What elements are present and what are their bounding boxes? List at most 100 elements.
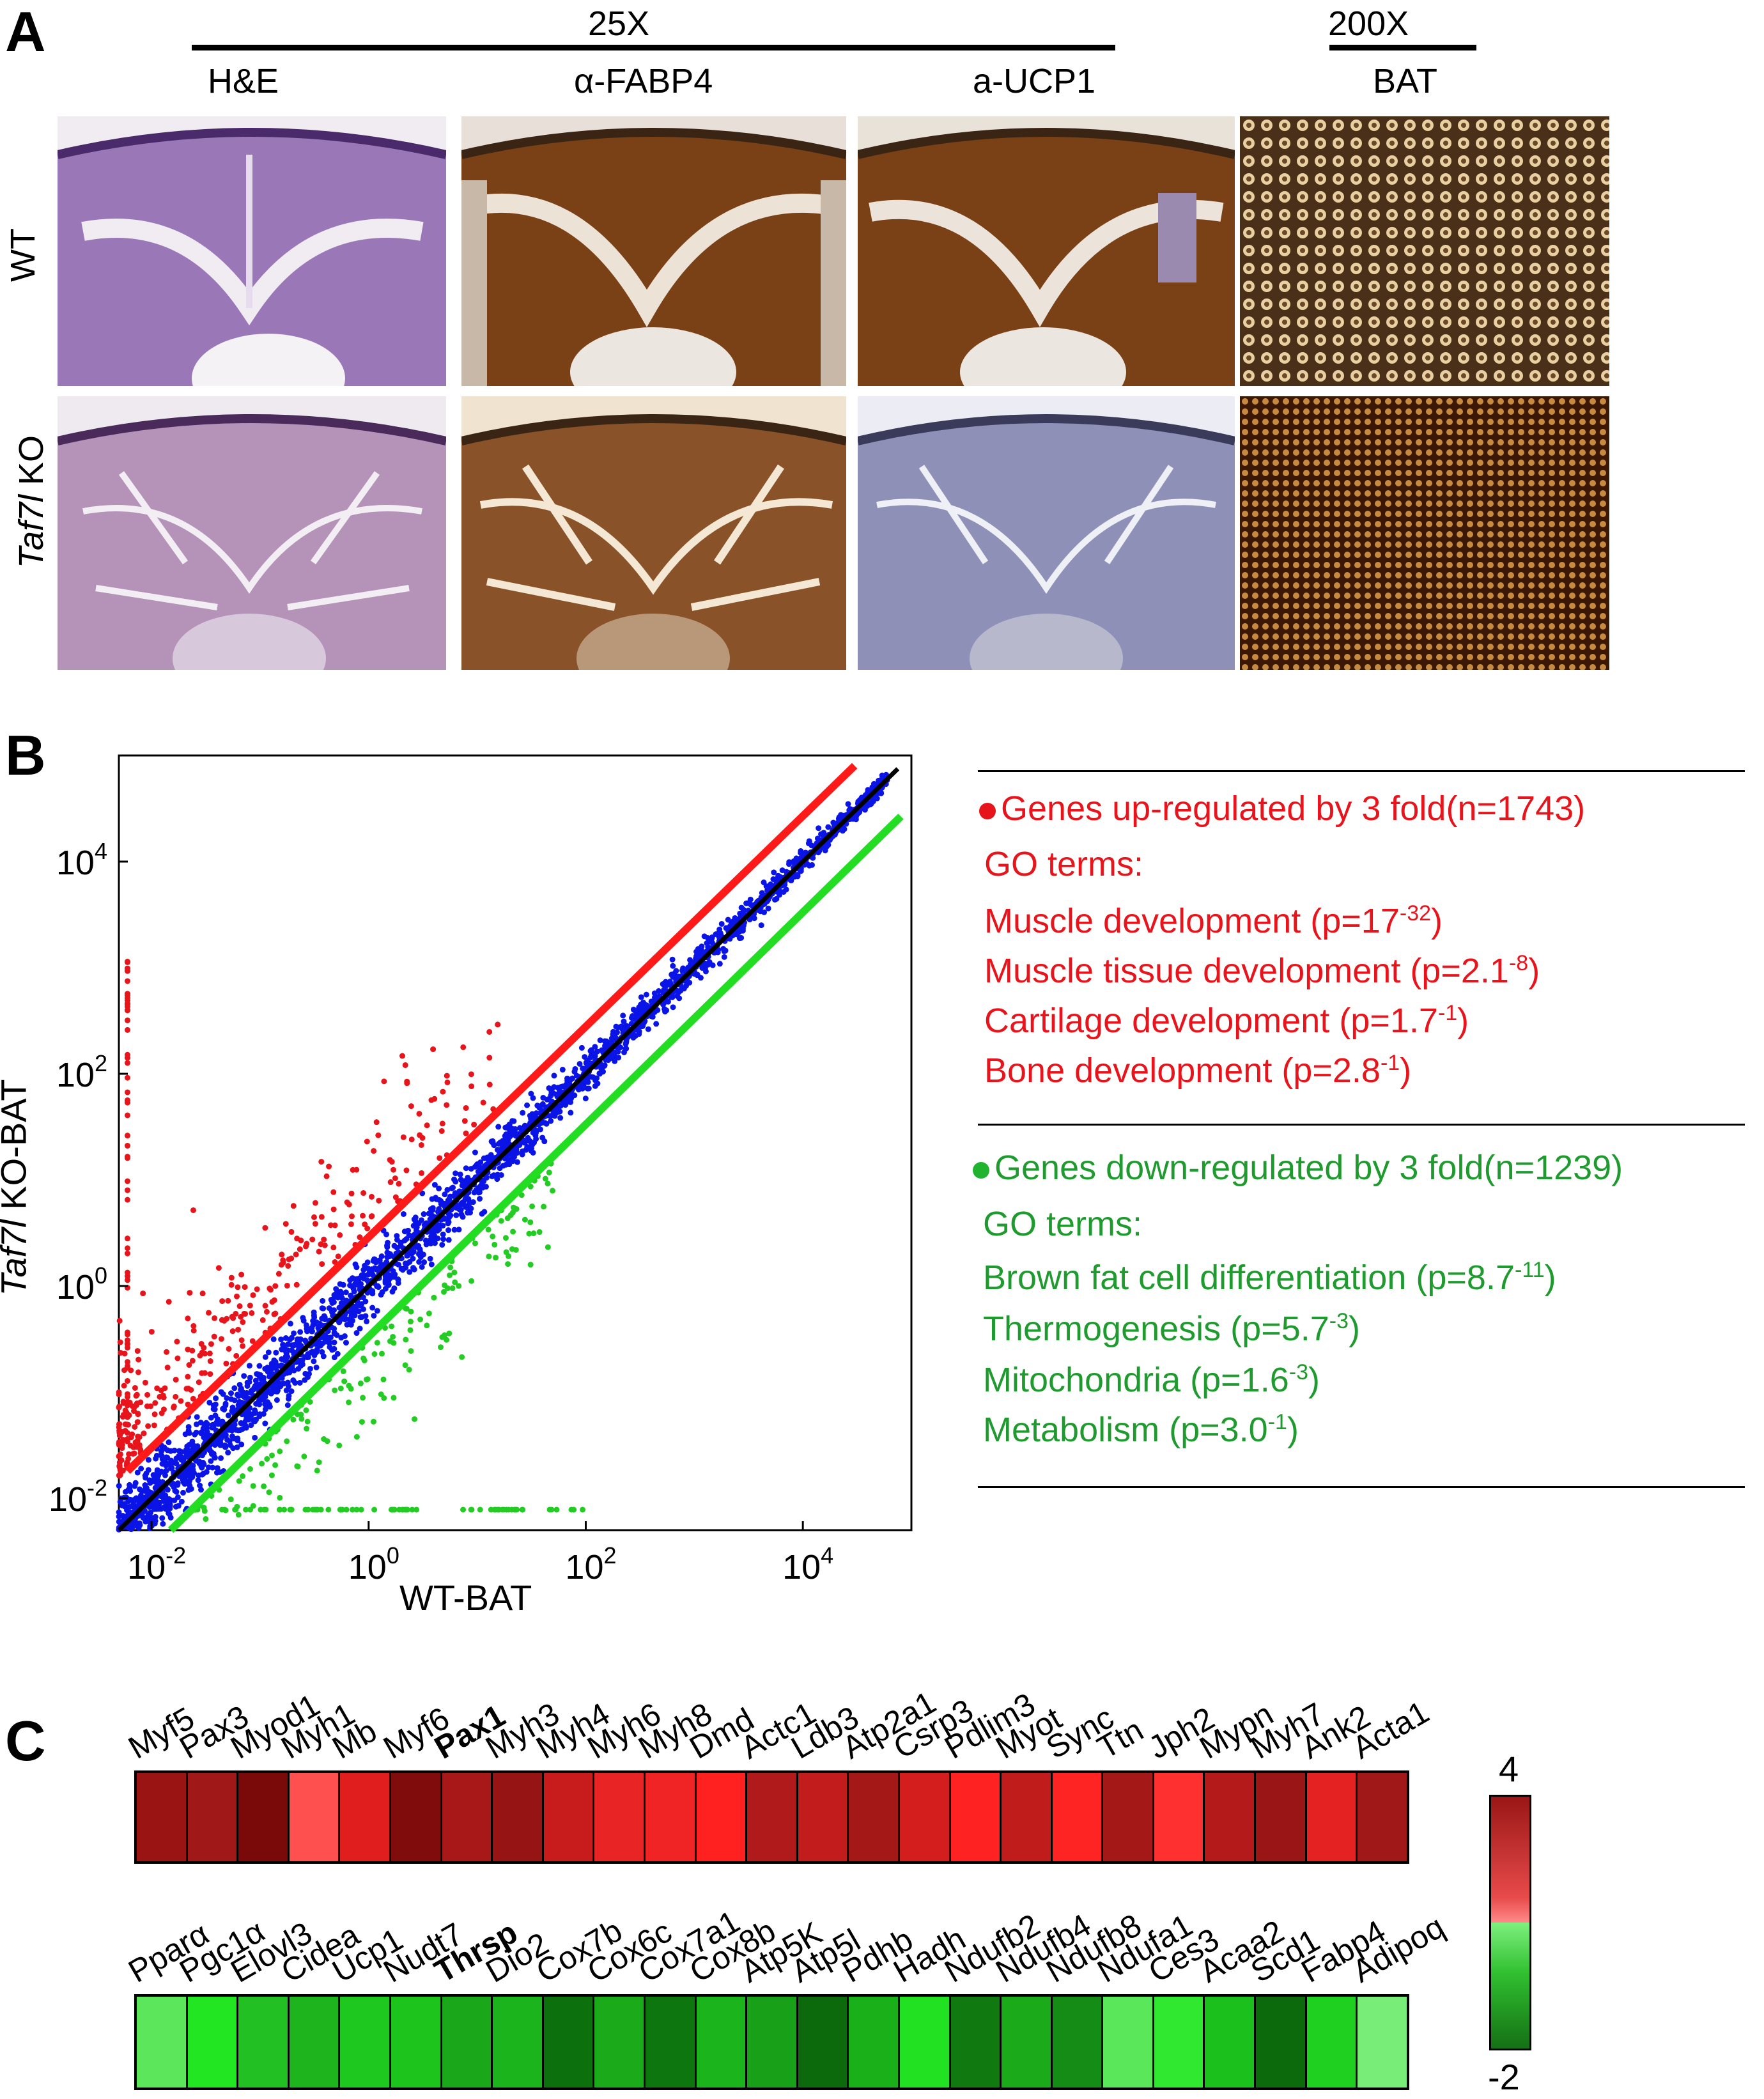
- point-up: [171, 1404, 177, 1411]
- point-down: [250, 1483, 256, 1489]
- y-axis-label: Taf7l KO-BAT: [0, 1079, 34, 1296]
- point-unchanged: [759, 890, 765, 896]
- point-unchanged: [709, 962, 716, 968]
- point-up: [486, 1081, 493, 1088]
- point-unchanged: [539, 1101, 546, 1107]
- point-unchanged: [348, 1292, 354, 1299]
- point-down: [451, 1269, 458, 1276]
- point-down: [240, 1473, 246, 1480]
- point-down: [468, 1506, 475, 1513]
- point-up: [387, 1157, 393, 1163]
- point-unchanged: [212, 1413, 219, 1419]
- point-up: [357, 1234, 363, 1241]
- color-scale-min: -2: [1488, 2057, 1520, 2097]
- point-up: [350, 1166, 356, 1173]
- point-unchanged: [529, 1145, 535, 1152]
- point-up: [238, 1337, 245, 1344]
- point-up: [408, 1136, 415, 1143]
- point-up: [228, 1274, 235, 1281]
- point-down: [303, 1407, 309, 1413]
- point-unchanged: [147, 1509, 153, 1515]
- point-down: [389, 1323, 395, 1329]
- point-up: [206, 1351, 213, 1357]
- point-down: [488, 1506, 494, 1513]
- point-up: [461, 1118, 468, 1124]
- point-up: [198, 1341, 205, 1347]
- point-unchanged: [472, 1164, 478, 1170]
- point-unchanged: [166, 1439, 172, 1446]
- up-cell-ank2: [1306, 1773, 1358, 1861]
- point-unchanged: [706, 936, 713, 943]
- point-unchanged: [187, 1483, 193, 1489]
- point-up: [263, 1308, 270, 1315]
- point-up: [116, 1432, 123, 1439]
- point-unchanged: [383, 1259, 390, 1266]
- point-unchanged: [287, 1321, 293, 1327]
- point-up: [282, 1221, 289, 1227]
- point-down: [546, 1169, 552, 1175]
- point-up: [330, 1244, 337, 1251]
- point-unchanged: [304, 1354, 311, 1361]
- point-up: [135, 1419, 141, 1425]
- point-unchanged: [140, 1515, 146, 1521]
- magnification-25x-label: 25X: [588, 4, 650, 43]
- point-unchanged: [472, 1149, 478, 1156]
- point-unchanged: [592, 1044, 598, 1050]
- point-down: [243, 1506, 249, 1513]
- x-tick-label: 102: [565, 1542, 616, 1586]
- point-up: [364, 1138, 370, 1145]
- point-unchanged: [278, 1336, 284, 1343]
- point-unchanged: [343, 1289, 349, 1296]
- down-cell-acaa2: [1205, 1997, 1257, 2087]
- point-up: [206, 1310, 212, 1316]
- point-unchanged: [286, 1393, 292, 1399]
- point-unchanged: [862, 807, 868, 813]
- up-cell-myf6: [391, 1773, 442, 1861]
- point-unchanged: [670, 963, 676, 969]
- point-unchanged: [477, 1196, 483, 1202]
- point-unchanged: [171, 1497, 178, 1503]
- point-down: [304, 1425, 310, 1432]
- point-unchanged: [267, 1374, 273, 1380]
- point-down: [506, 1506, 512, 1513]
- point-unchanged: [415, 1220, 422, 1227]
- point-unchanged: [430, 1229, 437, 1235]
- point-unchanged: [274, 1397, 280, 1403]
- fold-line: [167, 814, 904, 1533]
- point-unchanged: [257, 1411, 263, 1418]
- down-cell-fabp4: [1306, 1997, 1358, 2087]
- point-unchanged: [758, 922, 764, 929]
- point-up: [124, 1359, 130, 1365]
- point-down: [447, 1272, 453, 1278]
- point-up: [439, 1120, 445, 1127]
- point-unchanged: [394, 1244, 400, 1251]
- point-down: [325, 1506, 332, 1513]
- point-up: [132, 1423, 138, 1430]
- point-unchanged: [687, 957, 693, 963]
- point-unchanged: [213, 1395, 219, 1402]
- point-unchanged: [270, 1336, 277, 1342]
- point-up: [117, 1472, 123, 1478]
- point-down: [520, 1506, 526, 1513]
- point-up: [164, 1365, 171, 1371]
- point-down: [417, 1316, 424, 1322]
- down-cell-pparα: [137, 1997, 188, 2087]
- point-up: [381, 1078, 387, 1085]
- point-up: [124, 1411, 130, 1417]
- point-unchanged: [401, 1228, 408, 1235]
- up-regulated-title: Genes up-regulated by 3 fold(n=1743): [979, 791, 1585, 826]
- point-unchanged: [639, 1023, 646, 1030]
- point-unchanged: [705, 961, 711, 968]
- down-term-2: Thermogenesis (p=5.7-3): [983, 1309, 1361, 1348]
- point-unchanged: [309, 1324, 315, 1331]
- point-unchanged: [439, 1200, 445, 1207]
- point-unchanged: [206, 1399, 213, 1406]
- point-unchanged: [320, 1305, 327, 1312]
- down-term-1: Brown fat cell differentiation (p=8.7-11…: [983, 1258, 1556, 1297]
- point-unchanged: [224, 1395, 230, 1401]
- point-unchanged: [333, 1286, 339, 1292]
- point-up: [285, 1263, 291, 1269]
- point-down: [449, 1285, 456, 1291]
- point-up: [190, 1207, 196, 1213]
- point-up: [337, 1232, 343, 1238]
